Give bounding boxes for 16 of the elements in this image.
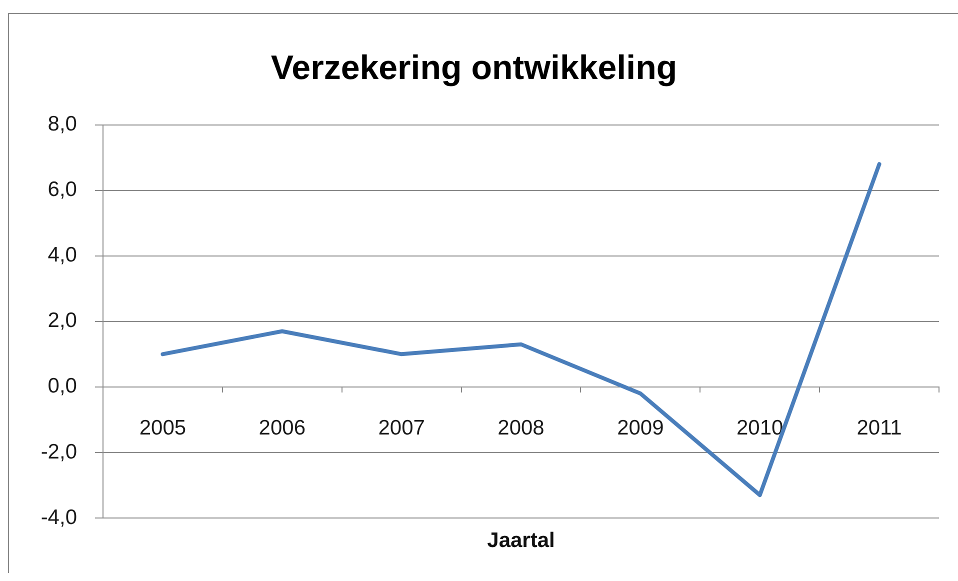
x-tick-label: 2008 [498,416,544,440]
y-tick-label: 0,0 [48,374,77,398]
chart-title: Verzekering ontwikkeling [270,48,678,87]
x-tick-label: 2011 [856,416,902,440]
y-tick-label: -2,0 [40,440,77,464]
y-tick-label: 8,0 [48,112,77,136]
y-tick-label: 6,0 [48,178,77,202]
y-tick-label: 4,0 [48,244,77,267]
y-tick-label: 2,0 [48,309,77,332]
x-tick-label: 2010 [736,416,784,440]
x-tick-label: 2006 [258,416,306,440]
x-axis-title: Jaartal [487,528,555,552]
x-tick-label: 2007 [378,416,425,440]
x-tick-label: 2005 [139,416,186,440]
y-tick-label: -4,0 [40,506,77,529]
x-tick-label: 2009 [617,416,664,440]
